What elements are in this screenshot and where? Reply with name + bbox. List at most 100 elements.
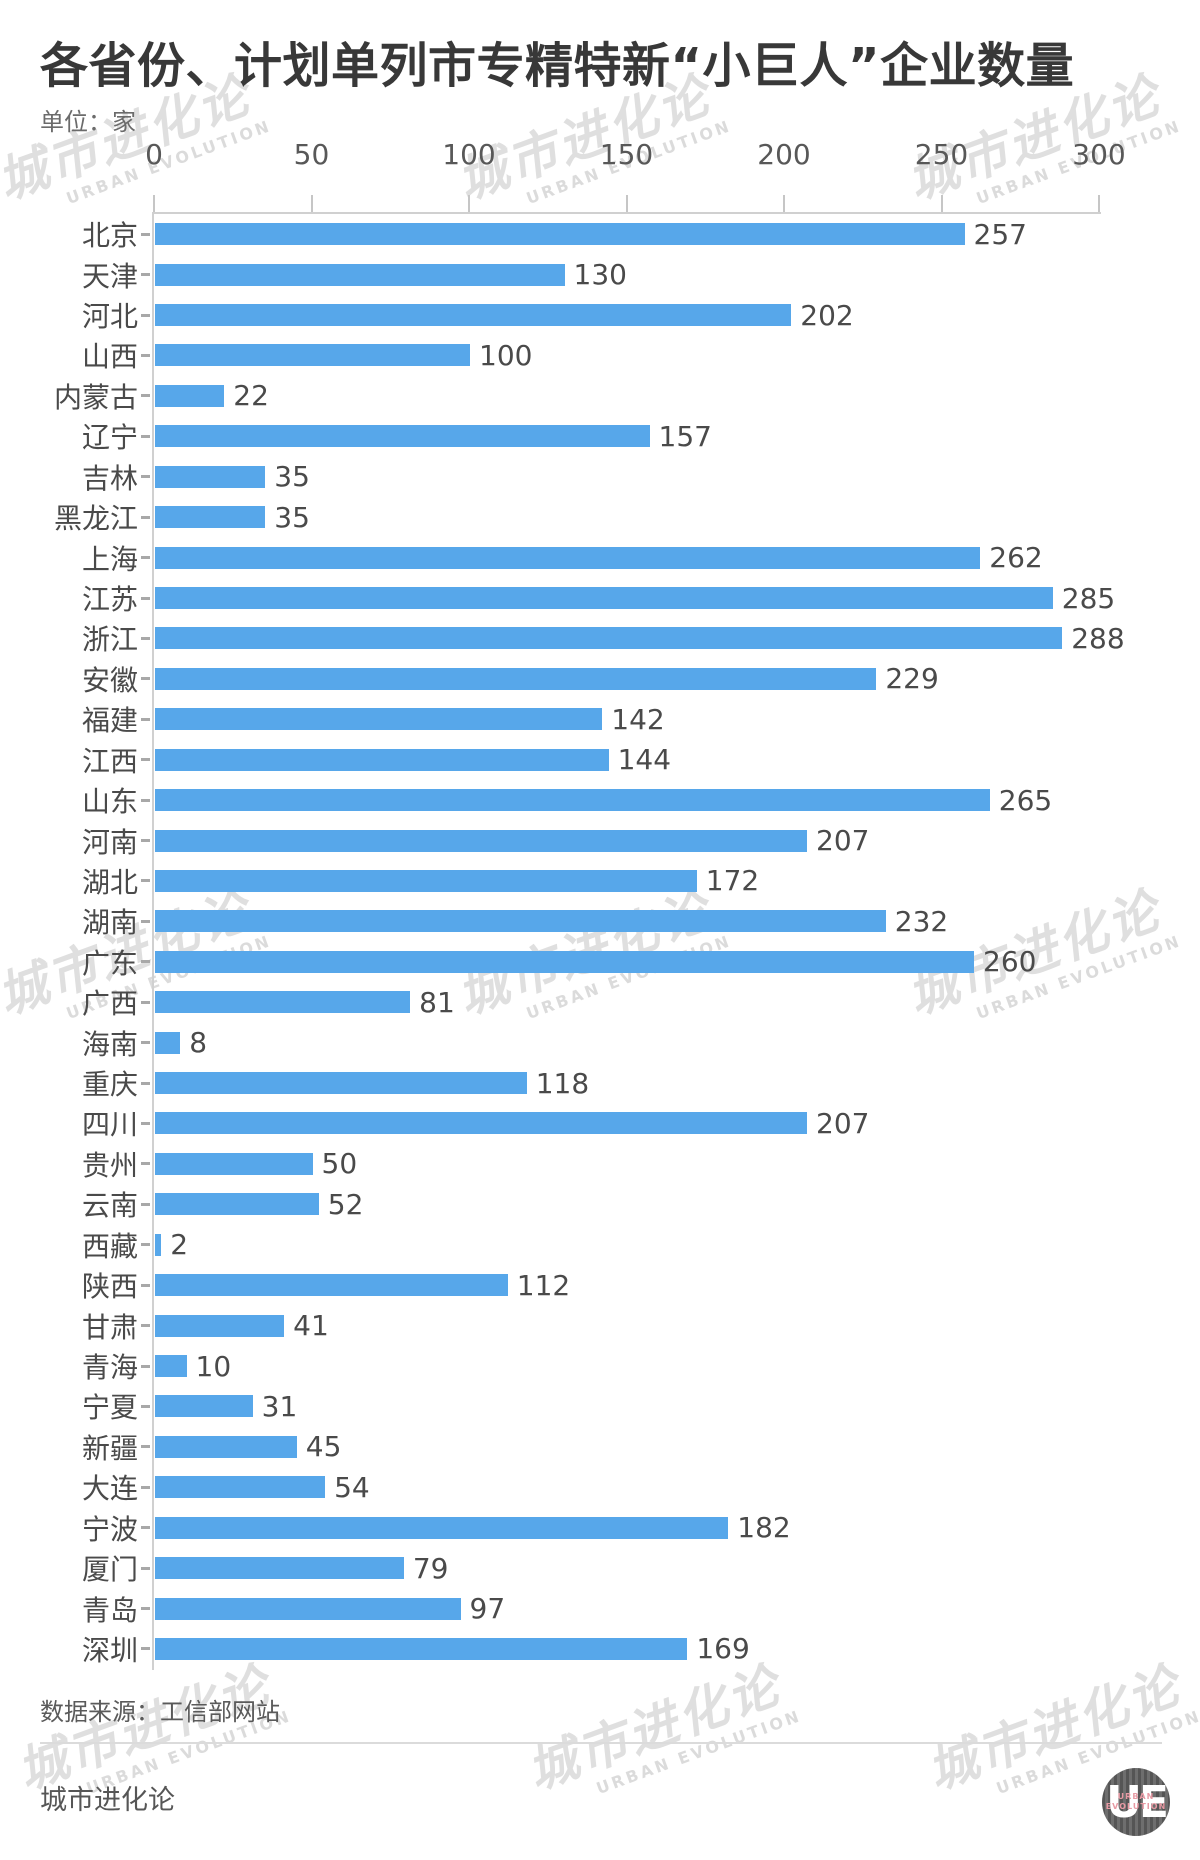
category-tick	[141, 394, 150, 398]
category-tick	[141, 717, 150, 721]
category-label: 江苏	[81, 583, 138, 616]
bar	[155, 344, 470, 367]
value-label: 257	[973, 217, 1027, 251]
bar	[155, 546, 981, 569]
bar-row: 宁夏 31	[0, 1386, 1200, 1426]
category-label: 浙江	[81, 623, 138, 657]
category-tick	[141, 1081, 150, 1085]
bar	[155, 1395, 253, 1418]
bar	[155, 1072, 527, 1095]
bar-row: 天津 130	[0, 254, 1200, 294]
category-label: 吉林	[81, 461, 138, 495]
category-tick	[141, 960, 150, 964]
value-label: 169	[696, 1632, 750, 1666]
value-label: 35	[274, 460, 310, 494]
y-axis-line	[152, 212, 154, 1670]
bar	[155, 708, 603, 731]
bar-wrap: 144	[155, 739, 671, 779]
bar-row: 甘肃 41	[0, 1305, 1200, 1345]
category-label: 新疆	[81, 1431, 138, 1465]
source-note: 数据来源：工信部网站	[40, 1698, 280, 1726]
value-label: 202	[800, 298, 854, 332]
bar-wrap: 79	[155, 1548, 448, 1588]
x-tick-label: 150	[599, 138, 654, 171]
category-tick	[141, 1121, 150, 1125]
category-label: 大连	[81, 1472, 138, 1506]
value-label: 2	[170, 1228, 189, 1262]
bar	[155, 748, 609, 771]
category-label: 安徽	[81, 663, 138, 697]
footer-divider	[40, 1742, 1162, 1744]
bar-row: 深圳 169	[0, 1629, 1200, 1669]
category-label: 西藏	[81, 1229, 138, 1263]
category-label: 深圳	[81, 1633, 138, 1667]
bar-wrap: 112	[155, 1265, 570, 1305]
bar-row: 湖南 232	[0, 901, 1200, 941]
category-tick	[141, 556, 150, 560]
category-tick	[141, 1526, 150, 1530]
category-tick	[141, 313, 150, 317]
bar-rows: 北京 257 天津 130 河北 202 山西 100 内蒙古 22 辽宁 157 吉林 35 黑龙江 35 上…	[0, 214, 1200, 1669]
bar	[155, 869, 697, 892]
x-axis: 0 50 100 150 200 250 300	[145, 138, 1126, 214]
value-label: 10	[195, 1349, 232, 1383]
bar-wrap: 207	[155, 820, 870, 860]
category-tick	[141, 636, 150, 640]
bar-wrap: 35	[155, 457, 310, 497]
bar-row: 宁波 182	[0, 1508, 1200, 1548]
x-tick-mark	[940, 195, 943, 214]
category-tick	[141, 919, 150, 923]
value-label: 172	[705, 864, 760, 898]
bar-row: 新疆 45	[0, 1427, 1200, 1467]
bar	[155, 223, 965, 246]
bar-row: 上海 262	[0, 537, 1200, 577]
value-label: 100	[479, 338, 533, 372]
unit-label: 单位：家	[40, 108, 136, 136]
category-tick	[141, 1324, 150, 1328]
category-tick	[141, 353, 150, 357]
x-tick-mark	[310, 195, 313, 214]
bar-wrap: 260	[155, 942, 1036, 982]
bar-wrap: 35	[155, 497, 310, 537]
logo-subtext-line2: EVOLUTION	[1105, 1802, 1167, 1811]
x-tick-label: 300	[1072, 138, 1126, 171]
value-label: 41	[293, 1309, 329, 1343]
bar-row: 贵州 50	[0, 1144, 1200, 1184]
category-tick	[141, 1647, 150, 1651]
bar	[155, 789, 990, 812]
value-label: 265	[998, 783, 1053, 817]
value-label: 288	[1071, 621, 1125, 655]
bar	[155, 304, 792, 327]
value-label: 112	[516, 1268, 571, 1302]
bar	[155, 829, 808, 852]
value-label: 144	[617, 743, 672, 777]
bar	[155, 950, 974, 973]
bar	[155, 1557, 404, 1580]
category-label: 内蒙古	[53, 380, 138, 414]
bar-wrap: 257	[155, 214, 1027, 254]
bar	[155, 1152, 313, 1175]
bar-row: 内蒙古 22	[0, 376, 1200, 416]
category-label: 湖北	[81, 865, 138, 899]
value-label: 45	[305, 1430, 342, 1464]
category-label: 黑龙江	[53, 502, 138, 536]
value-label: 81	[419, 985, 455, 1019]
category-label: 广东	[81, 946, 138, 980]
category-label: 广西	[81, 987, 138, 1021]
category-tick	[141, 1404, 150, 1408]
category-tick	[141, 1243, 150, 1247]
bar-wrap: 130	[155, 254, 627, 294]
x-tick-label: 0	[145, 138, 163, 171]
value-label: 260	[983, 945, 1037, 979]
category-tick	[141, 1566, 150, 1570]
bar-wrap: 50	[155, 1144, 357, 1184]
category-tick	[141, 475, 150, 479]
bar	[155, 1435, 297, 1458]
bar-wrap: 207	[155, 1103, 870, 1143]
bar-row: 四川 207	[0, 1103, 1200, 1143]
category-tick	[141, 434, 150, 438]
bar-row: 北京 257	[0, 214, 1200, 254]
brand-logo: UE URBAN EVOLUTION	[1102, 1768, 1170, 1836]
category-label: 湖南	[81, 906, 138, 940]
value-label: 130	[573, 258, 627, 292]
